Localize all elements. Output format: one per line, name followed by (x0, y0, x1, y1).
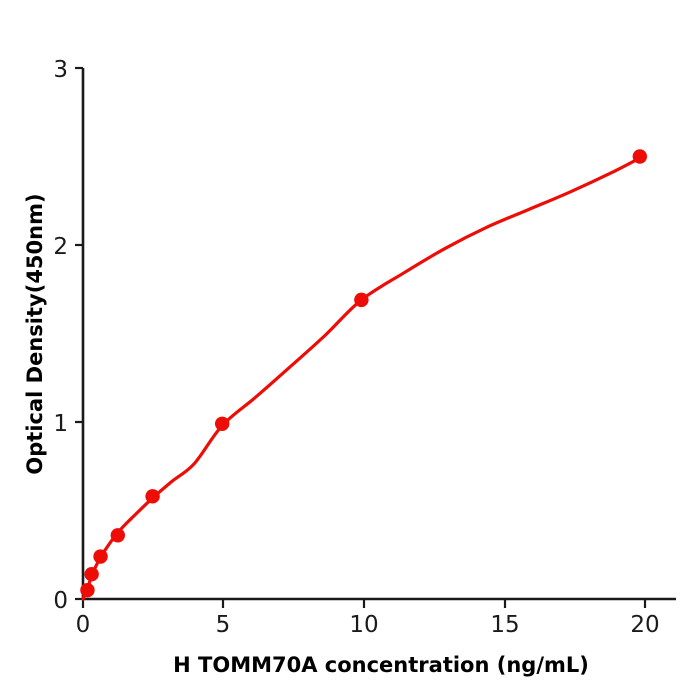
y-tick-label-1: 1 (53, 411, 68, 437)
data-point-markers (80, 149, 648, 598)
data-point (84, 567, 99, 582)
data-point (93, 549, 108, 564)
x-tick-label-20: 20 (630, 612, 659, 638)
data-point (632, 149, 648, 164)
y-tick-label-0: 0 (53, 588, 68, 614)
standard-curve-line (81, 154, 645, 601)
x-tick-label-5: 5 (216, 612, 231, 638)
x-tick-label-0: 0 (76, 612, 91, 638)
x-tick-label-15: 15 (490, 612, 519, 638)
y-axis-title: Optical Density(450nm) (23, 193, 47, 474)
data-point (145, 489, 160, 504)
x-tick-label-10: 10 (349, 612, 378, 638)
data-point (110, 528, 126, 543)
data-point (354, 292, 369, 308)
y-tick-label-2: 2 (53, 234, 68, 260)
data-point (215, 416, 230, 431)
x-axis-tick-labels: 0 5 10 15 20 (76, 612, 660, 638)
y-axis-tick-labels: 3 2 1 0 (53, 57, 68, 614)
y-tick-label-3: 3 (53, 57, 68, 83)
x-axis-title: H TOMM70A concentration (ng/mL) (173, 653, 589, 677)
data-point (80, 582, 95, 598)
